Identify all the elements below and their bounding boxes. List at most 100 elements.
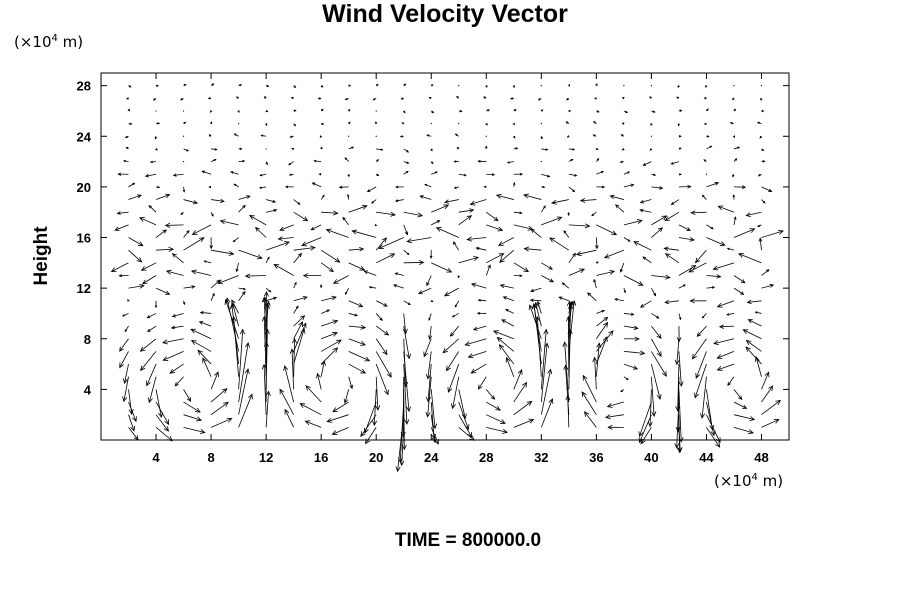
vector-head <box>195 407 201 413</box>
vector-head <box>402 328 408 335</box>
vector-shaft <box>496 194 514 200</box>
vector-head <box>263 290 269 297</box>
vector-shaft <box>293 321 303 339</box>
wind-vector <box>713 338 735 346</box>
vector-head <box>647 421 653 428</box>
vector-head <box>418 290 423 295</box>
wind-vector <box>540 85 542 87</box>
vector-head <box>567 83 571 87</box>
wind-vector <box>540 398 554 428</box>
vector-shaft <box>123 376 129 402</box>
vector-shaft <box>615 204 625 213</box>
vector-head <box>745 346 751 352</box>
vector-shaft <box>747 300 762 303</box>
wind-vector <box>761 160 766 163</box>
vector-shaft <box>169 363 184 374</box>
wind-vector <box>620 389 625 393</box>
vector-shaft <box>231 299 239 314</box>
vector-shaft <box>620 262 625 273</box>
vector-head <box>443 291 450 297</box>
vector-head <box>428 317 431 321</box>
wind-vector <box>678 389 684 443</box>
vector-shaft <box>140 351 157 371</box>
vector-head <box>381 237 387 243</box>
vector-head <box>677 447 683 454</box>
wind-vector <box>619 160 624 164</box>
vector-head <box>371 201 374 204</box>
vector-head <box>665 274 671 280</box>
wind-vector <box>366 186 377 193</box>
vector-head <box>450 403 456 410</box>
vector-shaft <box>664 211 680 221</box>
vector-head <box>567 213 570 217</box>
vector-head <box>328 267 335 273</box>
vector-head <box>674 443 680 449</box>
vector-shaft <box>128 194 142 200</box>
wind-vector <box>199 310 212 315</box>
wind-vector <box>651 363 662 401</box>
wind-vector <box>603 249 625 259</box>
wind-vector <box>675 376 681 433</box>
vector-head <box>566 135 570 138</box>
vector-shaft <box>274 264 294 276</box>
wind-vector <box>180 211 184 216</box>
vector-shaft <box>119 338 129 352</box>
wind-vector <box>238 195 251 200</box>
wind-vector <box>426 275 432 287</box>
vector-head <box>475 246 480 251</box>
vector-head <box>152 98 156 101</box>
wind-vector <box>475 246 487 251</box>
vector-head <box>156 84 160 87</box>
vector-head <box>715 441 721 448</box>
wind-vector <box>119 351 129 369</box>
vector-head <box>519 211 523 215</box>
wind-vector <box>265 256 270 264</box>
wind-vector <box>717 205 735 213</box>
wind-vector <box>733 185 747 189</box>
vector-shaft <box>755 356 762 377</box>
vector-head <box>288 162 291 166</box>
vector-head <box>664 299 670 305</box>
wind-vector <box>265 109 269 113</box>
wind-vector <box>540 205 546 213</box>
vector-head <box>536 300 541 306</box>
wind-vector <box>430 110 435 114</box>
vector-head <box>762 200 766 204</box>
vector-head <box>487 109 491 112</box>
vector-head <box>630 183 635 187</box>
vector-head <box>255 226 260 232</box>
vector-shaft <box>623 220 643 226</box>
vector-shaft <box>664 247 679 251</box>
wind-vector <box>259 173 267 177</box>
wind-vector <box>499 249 515 263</box>
vector-shaft <box>320 347 338 365</box>
wind-vector <box>128 414 136 432</box>
wind-vector <box>651 173 657 177</box>
wind-vector <box>435 227 459 238</box>
wind-vector <box>619 262 625 273</box>
vector-head <box>713 340 719 346</box>
vector-head <box>670 201 675 206</box>
vector-head <box>406 252 410 256</box>
vector-shaft <box>211 199 225 202</box>
wind-vector <box>331 426 349 435</box>
vector-head <box>402 110 406 114</box>
vector-shaft <box>615 298 624 302</box>
wind-vector <box>183 121 187 125</box>
wind-vector <box>523 193 542 200</box>
vector-head <box>140 266 147 271</box>
vector-shaft <box>147 325 157 332</box>
vector-shaft <box>317 373 322 390</box>
vector-shaft <box>576 249 597 255</box>
wind-vector <box>210 110 213 114</box>
wind-vector <box>293 123 297 127</box>
wind-vector <box>454 133 459 137</box>
vector-shaft <box>458 256 479 264</box>
wind-vector <box>183 389 192 402</box>
vector-shaft <box>210 402 229 416</box>
wind-vector <box>348 146 355 150</box>
vector-head <box>678 135 682 138</box>
vector-shaft <box>375 376 379 411</box>
vector-head <box>190 328 197 334</box>
vector-shaft <box>232 303 239 327</box>
